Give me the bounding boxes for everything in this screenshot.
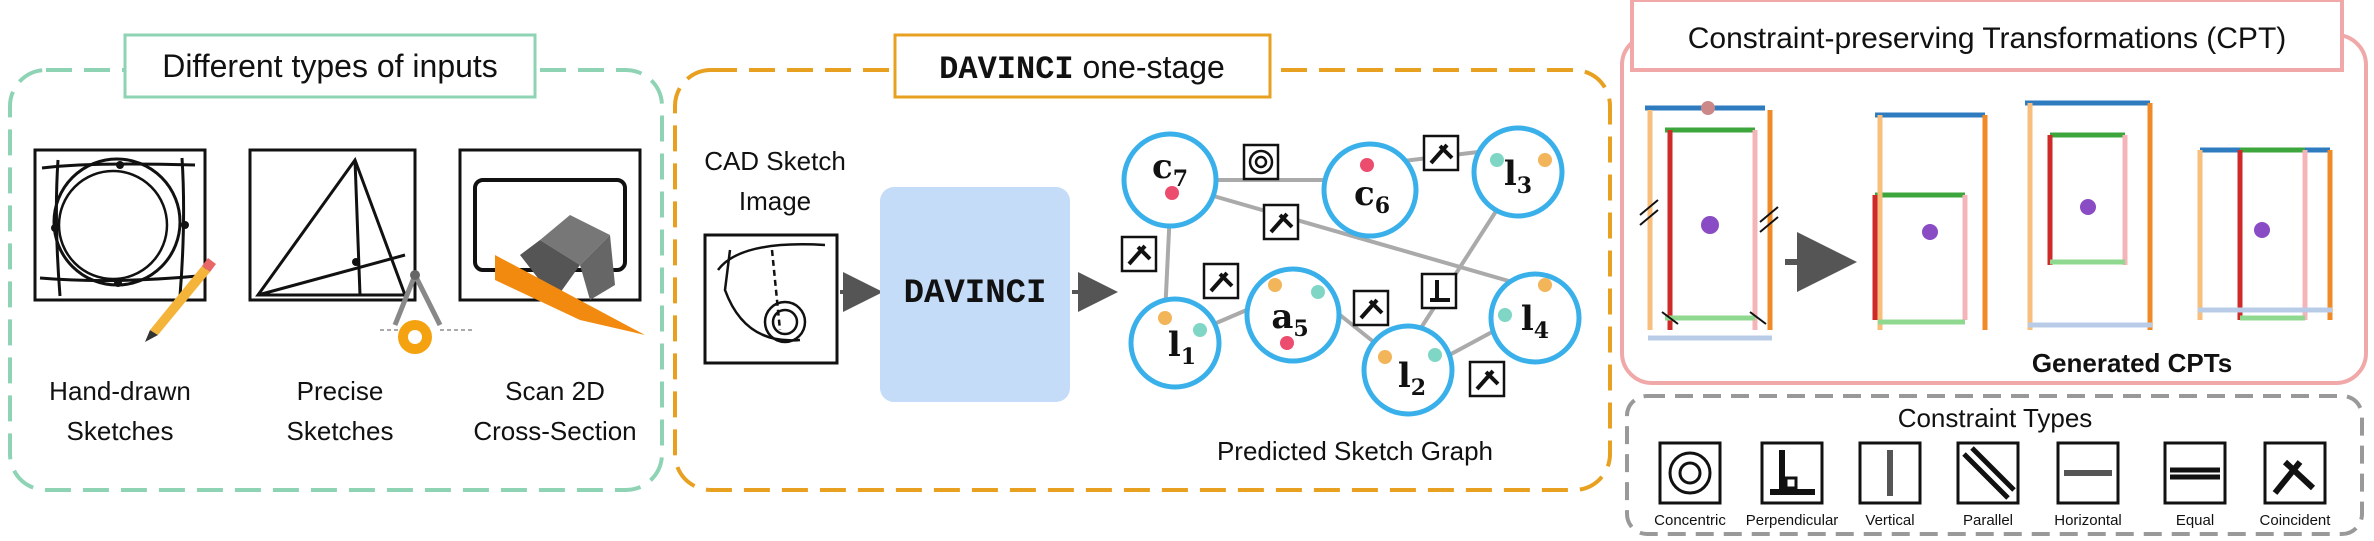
svg-text:l4: l4: [1521, 299, 1549, 344]
concentric-edge-icon: [1242, 143, 1280, 181]
node-symbol: a: [1271, 297, 1293, 337]
scan-thumbnail: Scan 2D Cross-Section: [458, 148, 645, 446]
constraint-label: Horizontal: [2054, 512, 2122, 529]
input-label-2b: Sketches: [287, 416, 394, 446]
graph-node-l3: l3: [1471, 125, 1565, 219]
node-subscript: 3: [1517, 173, 1532, 199]
cpt-generated-sketch-2: [2025, 100, 2153, 330]
node-subscript: 4: [1534, 318, 1549, 344]
cpt-original-sketch: [1639, 101, 1779, 341]
coincident-edge-icon: [1468, 360, 1506, 398]
constraint-label: Vertical: [1865, 512, 1914, 529]
node-subscript: 5: [1293, 316, 1308, 342]
input-label-2a: Precise: [297, 376, 384, 406]
constraint-type-coincident: Coincident: [2260, 441, 2332, 529]
constraint-types-panel: Constraint Types Concentric Perpendicula…: [1625, 394, 2364, 536]
graph-node-a5: a5: [1244, 266, 1342, 364]
input-label-1b: Sketches: [67, 416, 174, 446]
svg-text:l2: l2: [1398, 356, 1426, 401]
coincident-icon: [2272, 459, 2316, 495]
svg-text:c6: c6: [1354, 174, 1390, 219]
constraint-label: Coincident: [2260, 512, 2332, 529]
constraint-type-concentric: Concentric: [1654, 441, 1726, 529]
inputs-title-box: [123, 33, 537, 99]
cad-image-label-2: Image: [739, 186, 811, 216]
svg-text:a5: a5: [1271, 297, 1308, 342]
coincident-edge-icon: [1120, 235, 1158, 273]
graph-node-l1: l1: [1128, 296, 1222, 390]
node-symbol: c: [1152, 147, 1173, 187]
parallel-icon: [1962, 446, 2016, 500]
node-symbol: l: [1168, 325, 1181, 365]
cpt-title: Constraint-preserving Transformations (C…: [1688, 22, 2287, 55]
node-subscript: 6: [1375, 193, 1390, 219]
constraint-type-horizontal: Horizontal: [2054, 441, 2122, 529]
constraint-label: Perpendicular: [1746, 512, 1839, 529]
cad-image-label-1: CAD Sketch: [704, 146, 846, 176]
inputs-title: Different types of inputs: [162, 48, 498, 84]
cpt-panel: Constraint-preserving Transformations (C…: [1620, 0, 2368, 385]
constraint-type-parallel: Parallel: [1956, 441, 2020, 529]
cpt-title-box: [1630, 0, 2344, 72]
coincident-edge-icon: [1262, 203, 1300, 241]
graph-node-c7: c7: [1121, 131, 1219, 229]
constraint-types-border: [1625, 394, 2364, 536]
input-label-3b: Cross-Section: [473, 416, 636, 446]
constraint-type-vertical: Vertical: [1858, 441, 1922, 529]
constraint-type-equal: Equal: [2163, 441, 2227, 529]
node-subscript: 2: [1411, 375, 1426, 401]
constraint-label: Equal: [2176, 512, 2214, 529]
coincident-edge-icon: [1202, 262, 1240, 300]
graph-node-c6: c6: [1321, 141, 1419, 239]
constraint-label: Parallel: [1963, 512, 2013, 529]
generated-cpts-label: Generated CPTs: [2032, 348, 2232, 378]
node-symbol: l: [1398, 356, 1411, 396]
graph-constraint-icons: [1120, 134, 1506, 398]
node-subscript: 7: [1173, 166, 1188, 192]
input-label-3a: Scan 2D: [505, 376, 605, 406]
graph-node-l4: l4: [1488, 271, 1582, 365]
compass-gear-icon: [380, 270, 475, 354]
cad-sketch-image: [703, 233, 839, 365]
cpt-generated-sketch-3: [2197, 147, 2333, 321]
node-symbol: l: [1504, 154, 1517, 194]
svg-text:l1: l1: [1168, 325, 1196, 370]
graph-caption: Predicted Sketch Graph: [1217, 436, 1493, 466]
pencil-icon: [145, 258, 216, 342]
inputs-panel: Different types of inputs Hand-drawn Ske…: [8, 33, 664, 492]
constraint-types-title: Constraint Types: [1898, 403, 2093, 433]
model-title-mono: DAVINCI: [939, 51, 1073, 88]
concentric-icon: [1668, 451, 1712, 495]
hand-drawn-thumbnail: Hand-drawn Sketches: [33, 148, 216, 446]
graph-node-l2: l2: [1361, 323, 1455, 417]
model-title-rest: one-stage: [1074, 49, 1225, 85]
model-title-box: [893, 33, 1272, 99]
coincident-edge-icon: [1352, 289, 1390, 327]
node-subscript: 1: [1181, 344, 1196, 370]
constraint-type-perpendicular: Perpendicular: [1746, 441, 1839, 529]
model-box: [880, 187, 1070, 402]
perpendicular-icon: [1770, 450, 1815, 495]
model-box-label: DAVINCI: [904, 275, 1047, 313]
node-symbol: c: [1354, 174, 1375, 214]
graph-nodes: c7 c6 l3 a5 l1: [1121, 125, 1582, 417]
svg-text:l3: l3: [1504, 154, 1532, 199]
cross-section-shape-icon: [495, 215, 645, 335]
model-title: DAVINCI one-stage: [939, 49, 1225, 88]
model-panel: DAVINCI one-stage CAD Sketch Image DAVIN…: [673, 33, 1612, 492]
coincident-edge-icon: [1422, 134, 1460, 172]
precise-thumbnail: Precise Sketches: [248, 148, 475, 446]
constraint-label: Concentric: [1654, 512, 1726, 529]
node-symbol: l: [1521, 299, 1534, 339]
input-label-1a: Hand-drawn: [49, 376, 191, 406]
equal-icon: [2170, 467, 2220, 480]
svg-text:c7: c7: [1152, 147, 1188, 192]
cpt-generated-sketch-1: [1872, 112, 1988, 330]
perpendicular-edge-icon: [1420, 272, 1458, 310]
cpt-panel-border: [1620, 33, 2368, 385]
